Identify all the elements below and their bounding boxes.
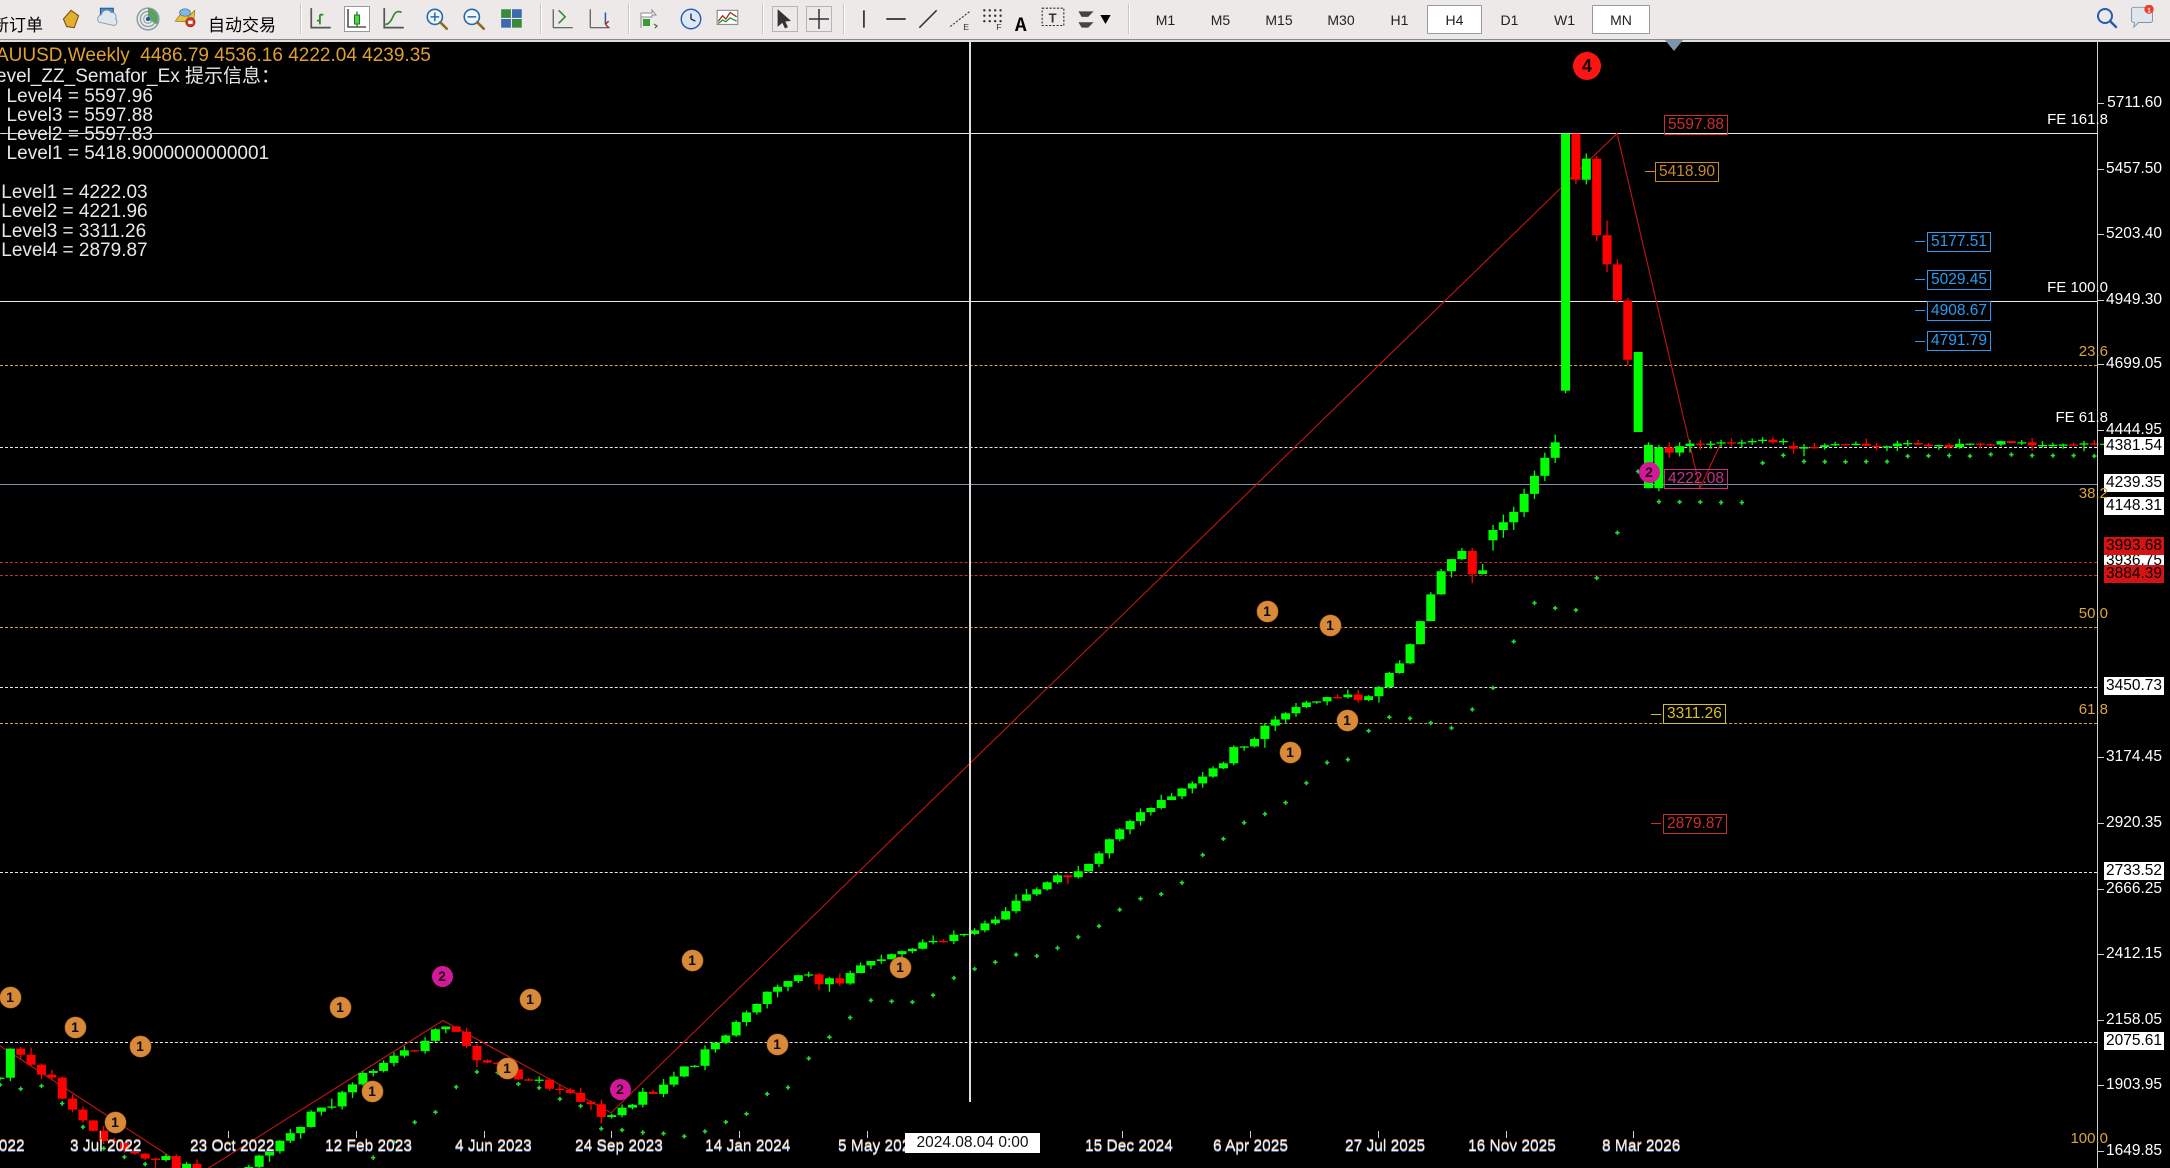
svg-text:F: F [996, 22, 1001, 32]
svg-text:1: 1 [2147, 7, 2151, 14]
svg-text:T: T [1049, 10, 1057, 25]
svg-text:E: E [963, 22, 969, 32]
